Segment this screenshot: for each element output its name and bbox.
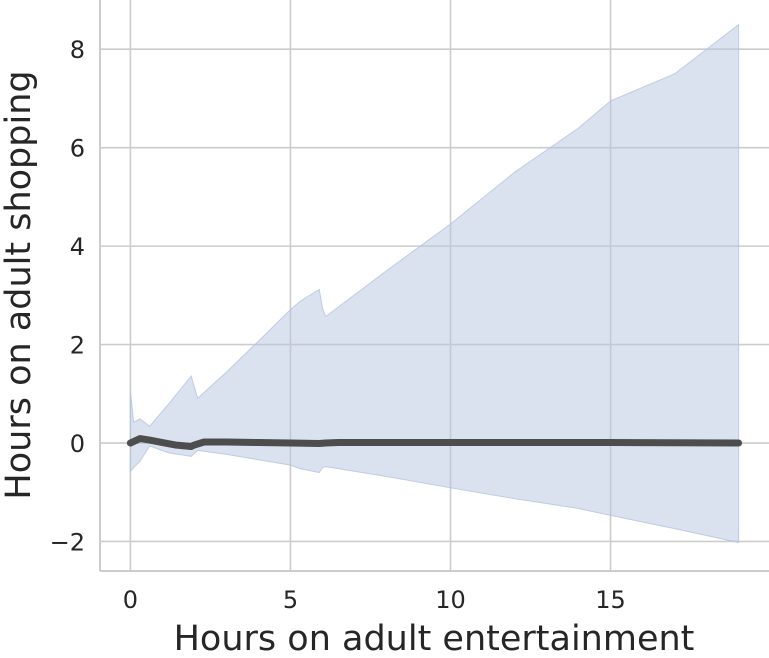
series-line	[126, 435, 743, 450]
x-axis-label: Hours on adult entertainment	[174, 619, 695, 658]
y-tick-label: 0	[70, 430, 85, 458]
tick-layer: 0 5 10 15 −2 0 2 4 6 8	[50, 36, 626, 614]
y-tick-label: 4	[70, 233, 85, 261]
x-tick-label: 5	[283, 586, 298, 614]
y-tick-label: 2	[70, 332, 85, 360]
y-axis-label: Hours on adult shopping	[0, 70, 39, 499]
line-layer	[126, 435, 743, 450]
confidence-band	[129, 23, 740, 544]
x-tick-label: 0	[123, 586, 138, 614]
band-layer	[129, 23, 740, 544]
y-tick-label: −2	[50, 528, 85, 556]
x-tick-label: 15	[595, 586, 626, 614]
y-tick-label: 6	[70, 135, 85, 163]
x-tick-label: 10	[435, 586, 466, 614]
frame-layer	[99, 0, 769, 572]
y-tick-label: 8	[70, 36, 85, 64]
